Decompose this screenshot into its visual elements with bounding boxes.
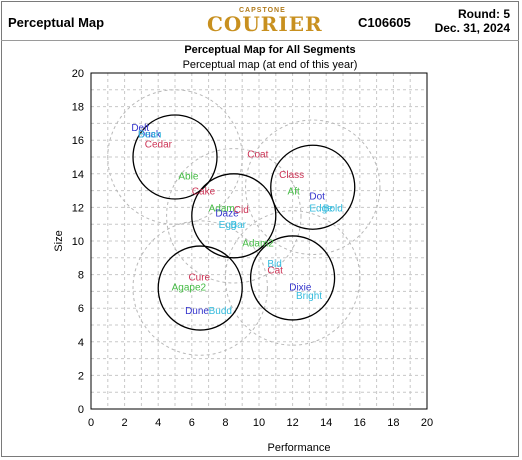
product-label-agape2: Agape2	[172, 282, 207, 293]
segment-circle-3	[270, 144, 356, 230]
segment-circle-5	[249, 235, 336, 321]
product-label-bean: Bean	[138, 129, 161, 140]
product-label-duck: Duck	[138, 129, 162, 140]
y-axis-label: Size	[53, 230, 65, 251]
product-label-class: Class	[279, 170, 304, 181]
chart-subtitle: Perceptual map (at end of this year)	[183, 59, 358, 71]
segment-outer-circle-2	[166, 148, 302, 284]
product-label-cure: Cure	[188, 272, 210, 283]
y-tick-label: 8	[78, 270, 84, 282]
product-label-budd: Budd	[209, 306, 232, 317]
product-label-delt: Delt	[131, 123, 149, 134]
segment-inner-circles	[132, 114, 356, 331]
y-tick-labels: 0 2 4 6 8 10 12 14 16 18 20	[72, 68, 84, 416]
x-tick-label: 20	[421, 417, 433, 429]
y-tick-label: 14	[72, 169, 84, 181]
product-label-cid: Cid	[234, 205, 249, 216]
report-title: Perceptual Map	[8, 15, 105, 30]
x-tick-label: 18	[387, 417, 399, 429]
product-label-dune: Dune	[185, 306, 209, 317]
segment-circle-2	[191, 173, 277, 259]
product-label-dot: Dot	[309, 192, 325, 203]
round-label: Round: 5	[458, 7, 510, 21]
chart-title: Perceptual Map for All Segments	[184, 44, 355, 56]
x-tick-label: 14	[320, 417, 332, 429]
courier-logo: COURIER	[207, 12, 323, 36]
y-tick-label: 10	[72, 236, 84, 248]
product-label-cake: Cake	[192, 187, 216, 198]
product-label-egg: Egg	[219, 220, 237, 231]
x-tick-label: 10	[253, 417, 265, 429]
y-tick-label: 6	[78, 303, 84, 315]
report-header: Perceptual Map CAPSTONE COURIER C106605 …	[1, 1, 519, 41]
segment-outer-circle-1	[107, 89, 243, 225]
product-label-cedar: Cedar	[145, 140, 173, 151]
product-label-coat: Coat	[247, 150, 268, 161]
x-tick-label: 4	[155, 417, 161, 429]
product-label-bar: Bar	[230, 220, 246, 231]
product-label-bright: Bright	[296, 291, 322, 302]
y-tick-label: 4	[78, 337, 84, 349]
segment-outer-circle-3	[245, 119, 381, 255]
segment-outer-circles	[107, 89, 381, 356]
x-tick-label: 12	[286, 417, 298, 429]
y-tick-label: 12	[72, 202, 84, 214]
x-tick-label: 0	[88, 417, 94, 429]
product-label-cat: Cat	[267, 266, 283, 277]
x-axis-label: Performance	[268, 442, 331, 454]
round-info: Round: 5 Dec. 31, 2024	[435, 7, 510, 35]
plot-border	[90, 72, 428, 410]
product-label-adam: Adam	[209, 203, 235, 214]
product-label-adam2: Adam2	[242, 239, 274, 250]
x-tick-label: 6	[189, 417, 195, 429]
grid-lines	[90, 72, 428, 410]
product-label-dixie: Dixie	[289, 282, 312, 293]
segment-circle-4	[157, 245, 243, 331]
y-tick-label: 18	[72, 102, 84, 114]
logo-caption: CAPSTONE	[239, 7, 286, 14]
segment-circle-1	[132, 114, 218, 200]
company-code: C106605	[358, 15, 411, 30]
segment-outer-circle-5	[224, 210, 361, 346]
x-tick-labels: 0 2 4 6 8 10 12 14 16 18 20	[88, 417, 433, 429]
x-tick-label: 16	[354, 417, 366, 429]
y-tick-label: 0	[78, 404, 84, 416]
x-tick-label: 2	[122, 417, 128, 429]
y-tick-label: 16	[72, 135, 84, 147]
y-tick-label: 20	[72, 68, 84, 80]
y-tick-label: 2	[78, 370, 84, 382]
product-label-daze: Daze	[215, 208, 239, 219]
x-tick-label: 8	[222, 417, 228, 429]
product-label-aft: Aft	[288, 187, 300, 198]
segment-outer-circle-4	[132, 220, 268, 356]
product-label-bold: Bold	[323, 203, 343, 214]
product-label-bid: Bid	[267, 259, 281, 270]
round-date: Dec. 31, 2024	[434, 21, 510, 35]
product-label-edge: Edge	[309, 203, 333, 214]
product-label-able: Able	[178, 171, 198, 182]
